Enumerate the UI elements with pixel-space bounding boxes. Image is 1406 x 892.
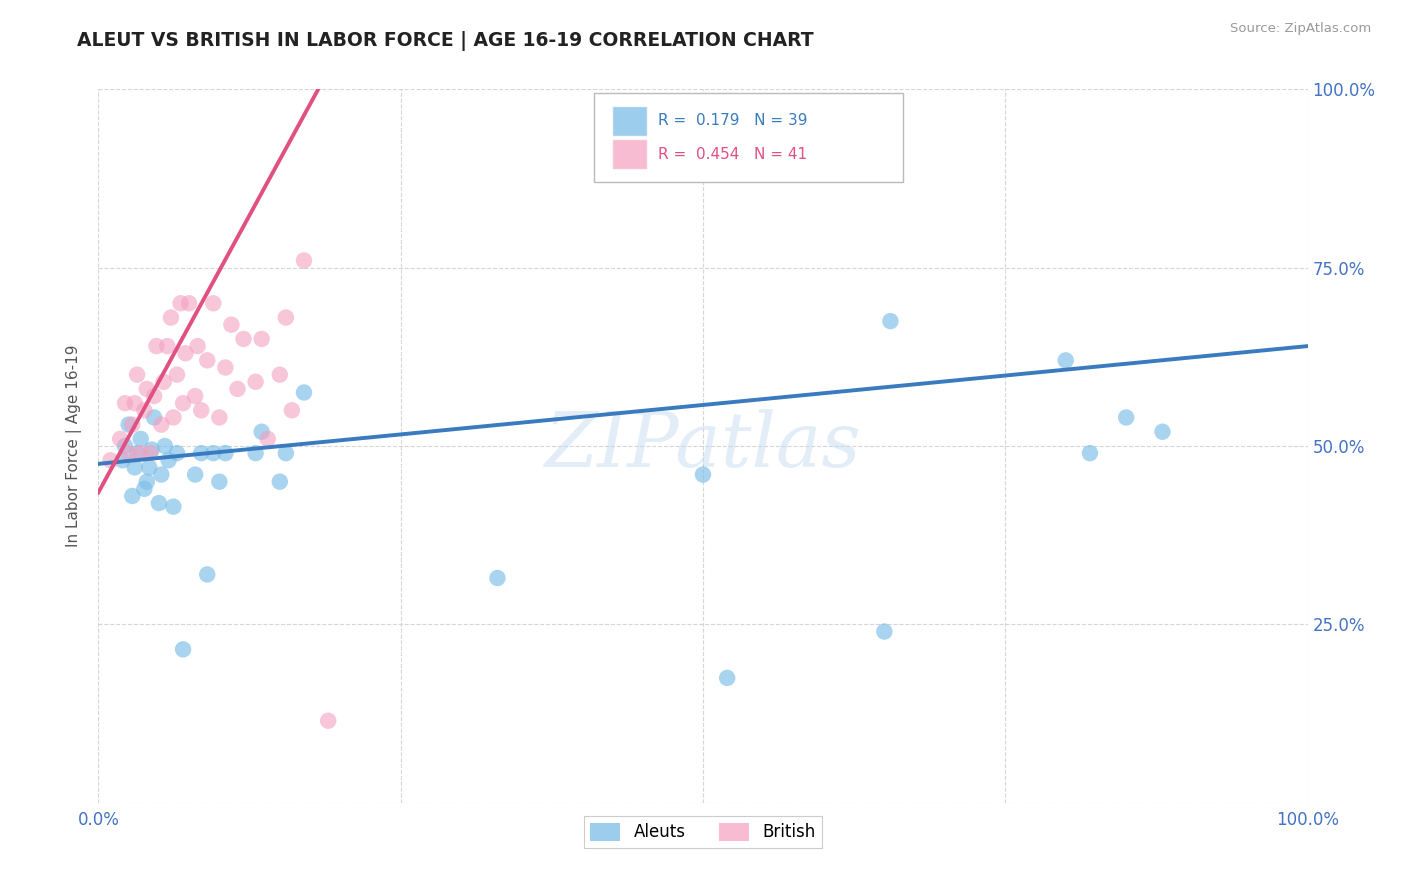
Point — [292, 253, 315, 268]
Text: R =  0.179   N = 39: R = 0.179 N = 39 — [658, 113, 808, 128]
Point — [716, 671, 738, 685]
Point — [873, 624, 896, 639]
Point — [195, 567, 218, 582]
Point — [114, 396, 136, 410]
Point — [879, 314, 901, 328]
Point — [121, 489, 143, 503]
Point — [172, 396, 194, 410]
FancyBboxPatch shape — [595, 93, 903, 182]
Point — [156, 339, 179, 353]
Point — [169, 296, 191, 310]
Point — [187, 339, 209, 353]
Point — [202, 446, 225, 460]
Point — [100, 453, 122, 467]
Point — [1054, 353, 1077, 368]
Point — [256, 432, 278, 446]
Point — [129, 432, 152, 446]
Point — [269, 475, 291, 489]
Point — [202, 296, 225, 310]
Point — [226, 382, 249, 396]
Point — [221, 318, 243, 332]
Point — [179, 296, 201, 310]
Point — [208, 475, 231, 489]
Point — [232, 332, 254, 346]
Point — [292, 385, 315, 400]
Point — [148, 496, 170, 510]
Point — [157, 453, 180, 467]
Point — [138, 460, 160, 475]
Point — [162, 500, 184, 514]
Point — [281, 403, 304, 417]
Point — [269, 368, 291, 382]
FancyBboxPatch shape — [613, 105, 647, 136]
Point — [150, 417, 173, 432]
Point — [190, 403, 212, 417]
Y-axis label: In Labor Force | Age 16-19: In Labor Force | Age 16-19 — [66, 344, 82, 548]
Text: ALEUT VS BRITISH IN LABOR FORCE | AGE 16-19 CORRELATION CHART: ALEUT VS BRITISH IN LABOR FORCE | AGE 16… — [77, 31, 814, 51]
Point — [184, 389, 207, 403]
Point — [1078, 446, 1101, 460]
Point — [195, 353, 218, 368]
Point — [184, 467, 207, 482]
Point — [208, 410, 231, 425]
Point — [316, 714, 339, 728]
Point — [486, 571, 509, 585]
Point — [143, 410, 166, 425]
Point — [692, 467, 714, 482]
Point — [214, 446, 236, 460]
Point — [129, 446, 152, 460]
Point — [274, 310, 297, 325]
Point — [152, 375, 174, 389]
Point — [124, 460, 146, 475]
Text: R =  0.454   N = 41: R = 0.454 N = 41 — [658, 146, 807, 161]
Point — [121, 417, 143, 432]
Point — [1115, 410, 1137, 425]
Point — [150, 467, 173, 482]
Point — [160, 310, 183, 325]
Point — [162, 410, 184, 425]
Point — [127, 446, 149, 460]
Point — [245, 375, 267, 389]
Point — [166, 446, 188, 460]
Point — [250, 425, 273, 439]
Point — [250, 332, 273, 346]
Point — [134, 482, 156, 496]
Text: ZIPatlas: ZIPatlas — [544, 409, 862, 483]
Point — [153, 439, 176, 453]
Point — [190, 446, 212, 460]
Point — [118, 417, 141, 432]
Point — [214, 360, 236, 375]
Point — [108, 432, 131, 446]
Text: Source: ZipAtlas.com: Source: ZipAtlas.com — [1230, 22, 1371, 36]
Point — [145, 339, 167, 353]
Point — [134, 403, 156, 417]
Point — [118, 446, 141, 460]
Point — [245, 446, 267, 460]
Point — [127, 368, 149, 382]
Point — [172, 642, 194, 657]
Point — [166, 368, 188, 382]
Point — [111, 453, 134, 467]
Point — [143, 389, 166, 403]
Point — [174, 346, 197, 360]
Point — [135, 382, 157, 396]
Legend: Aleuts, British: Aleuts, British — [583, 816, 823, 848]
Point — [124, 396, 146, 410]
Point — [114, 439, 136, 453]
Point — [274, 446, 297, 460]
Point — [141, 442, 163, 457]
Point — [1152, 425, 1174, 439]
Point — [139, 446, 162, 460]
Point — [135, 475, 157, 489]
FancyBboxPatch shape — [613, 139, 647, 169]
